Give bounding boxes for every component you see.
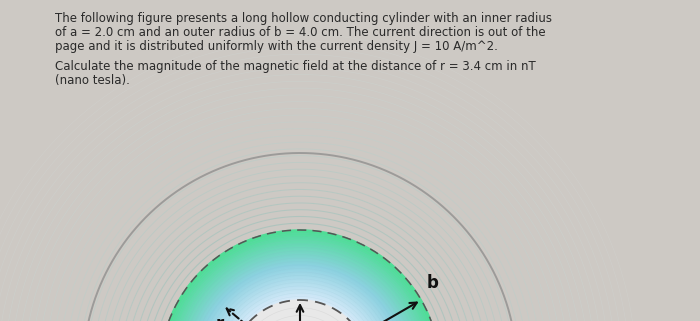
Polygon shape [193, 263, 407, 321]
Polygon shape [220, 291, 379, 321]
Polygon shape [161, 231, 439, 321]
Polygon shape [196, 266, 404, 321]
Polygon shape [168, 238, 432, 321]
Polygon shape [202, 272, 398, 321]
Polygon shape [192, 262, 409, 321]
Polygon shape [187, 257, 413, 321]
Polygon shape [183, 253, 416, 321]
Text: b: b [426, 274, 438, 292]
Polygon shape [223, 293, 377, 321]
Text: (nano tesla).: (nano tesla). [55, 74, 130, 87]
Polygon shape [204, 274, 395, 321]
Polygon shape [208, 278, 392, 321]
Polygon shape [169, 239, 430, 321]
Polygon shape [228, 298, 372, 321]
Polygon shape [218, 288, 382, 321]
Polygon shape [227, 297, 374, 321]
Polygon shape [180, 250, 420, 321]
Polygon shape [215, 285, 385, 321]
Polygon shape [178, 249, 421, 321]
Polygon shape [162, 232, 438, 321]
Polygon shape [181, 251, 419, 321]
Polygon shape [230, 300, 370, 321]
Polygon shape [190, 260, 410, 321]
Polygon shape [175, 245, 425, 321]
Text: The following figure presents a long hollow conducting cylinder with an inner ra: The following figure presents a long hol… [55, 12, 552, 25]
Polygon shape [178, 247, 423, 321]
Polygon shape [209, 279, 391, 321]
Polygon shape [189, 259, 411, 321]
Polygon shape [172, 242, 428, 321]
Polygon shape [220, 290, 381, 321]
Polygon shape [199, 268, 402, 321]
Polygon shape [224, 294, 376, 321]
Polygon shape [171, 240, 430, 321]
Polygon shape [206, 275, 395, 321]
Polygon shape [201, 271, 399, 321]
Polygon shape [211, 281, 389, 321]
Polygon shape [186, 256, 414, 321]
Polygon shape [229, 299, 371, 321]
Polygon shape [214, 284, 386, 321]
Polygon shape [213, 282, 388, 321]
Text: r: r [216, 315, 224, 321]
Polygon shape [217, 287, 383, 321]
Polygon shape [194, 264, 406, 321]
Polygon shape [197, 267, 402, 321]
Polygon shape [174, 244, 426, 321]
Polygon shape [206, 277, 393, 321]
Polygon shape [167, 237, 433, 321]
Polygon shape [166, 236, 434, 321]
Polygon shape [164, 235, 435, 321]
Polygon shape [164, 233, 437, 321]
Polygon shape [210, 280, 390, 321]
Polygon shape [222, 292, 378, 321]
Polygon shape [173, 243, 427, 321]
Polygon shape [182, 252, 418, 321]
Polygon shape [195, 265, 405, 321]
Text: Calculate the magnitude of the magnetic field at the distance of r = 3.4 cm in n: Calculate the magnitude of the magnetic … [55, 60, 536, 73]
Polygon shape [225, 295, 374, 321]
Polygon shape [160, 230, 440, 321]
Polygon shape [185, 255, 416, 321]
Polygon shape [176, 246, 424, 321]
Polygon shape [203, 273, 397, 321]
Polygon shape [216, 286, 384, 321]
Text: of a = 2.0 cm and an outer radius of b = 4.0 cm. The current direction is out of: of a = 2.0 cm and an outer radius of b =… [55, 26, 545, 39]
Text: page and it is distributed uniformly with the current density J = 10 A/m^2.: page and it is distributed uniformly wit… [55, 40, 498, 53]
Polygon shape [199, 270, 400, 321]
Polygon shape [188, 258, 412, 321]
